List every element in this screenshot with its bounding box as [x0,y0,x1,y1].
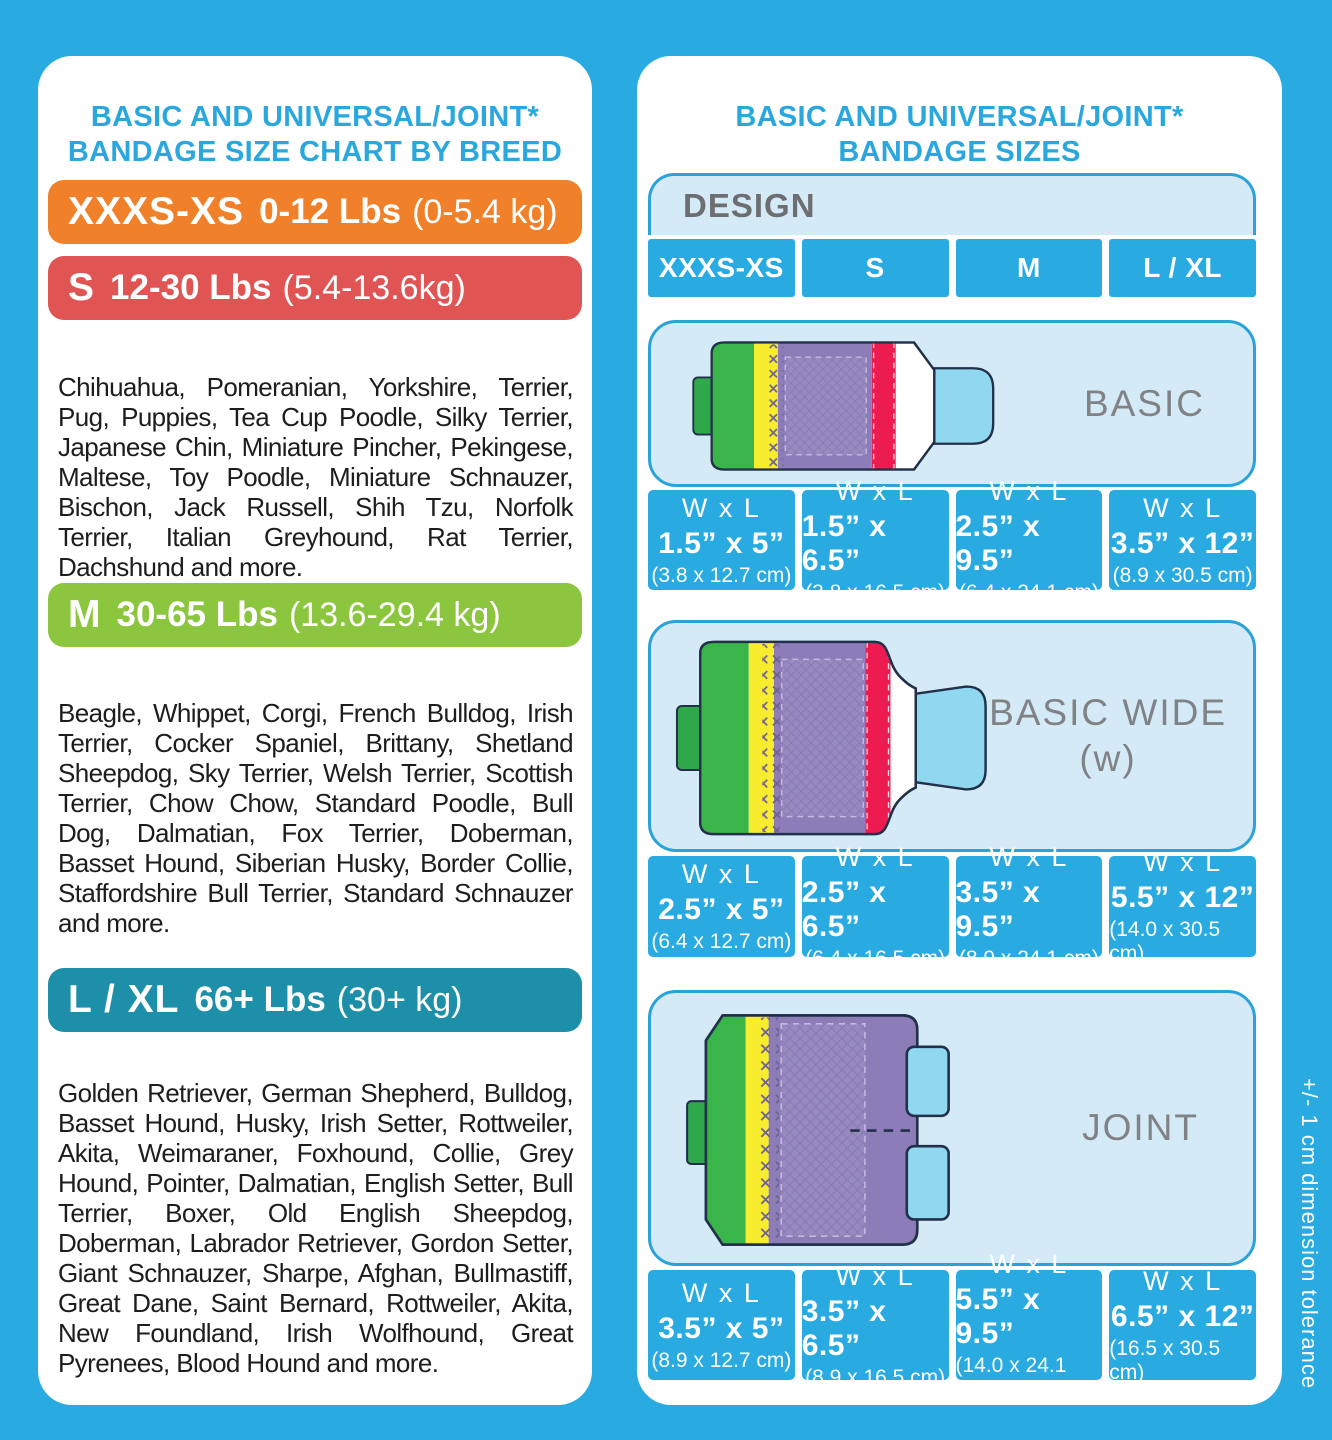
joint-label: JOINT [1082,1107,1199,1148]
basic-wide-size-row: W x L 2.5” x 5” (6.4 x 12.7 cm) W x L 2.… [648,842,1256,970]
size-code: S [68,266,96,309]
wxl-label: W x L [989,1248,1069,1279]
size-column-header-row: XXXS-XS S M L / XL [648,239,1256,297]
size-badge-m: M 30-65 Lbs (13.6-29.4 kg) [48,583,582,647]
wxl-label: W x L [1143,492,1223,523]
size-inches: 2.5” x 6.5” [801,876,887,943]
joint-bandage-illustration [686,1014,950,1246]
basic-wide-label-line2: (w) [1079,738,1137,779]
size-inches: 3.5” x 9.5” [955,876,1041,943]
size-kg: (0-5.4 kg) [412,192,558,231]
basic-wide-size-cell-xxxs-xs: W x L 2.5” x 5” (6.4 x 12.7 cm) [648,856,795,957]
wxl-label: W x L [835,475,915,506]
size-badge-xxxs-xs: XXXS-XS 0-12 Lbs (0-5.4 kg) [48,180,582,244]
size-inches: 5.5” x 9.5” [955,1282,1041,1350]
joint-section-box: JOINT [648,990,1256,1266]
size-inches: 2.5” x 9.5” [955,509,1041,577]
size-cm: (8.9 x 16.5 cm) [805,1365,946,1389]
dimension-tolerance-note: +/- 1 cm dimension tolerance [1297,1078,1322,1390]
wxl-label: W x L [681,1277,761,1308]
size-badge-s: S 12-30 Lbs (5.4-13.6kg) [48,256,582,320]
wxl-label: W x L [989,475,1069,506]
column-header-xxxs-xs: XXXS-XS [648,239,795,297]
size-kg: (13.6-29.4 kg) [288,595,501,634]
wxl-label: W x L [1143,1265,1223,1296]
size-cm: (8.9 x 12.7 cm) [651,1348,792,1372]
size-cm: (16.5 x 30.5 cm) [1109,1336,1221,1384]
size-cm: (3.8 x 16.5 cm) [805,580,946,604]
size-code: L / XL [68,978,180,1021]
basic-wide-label-line1: BASIC WIDE [989,692,1227,733]
size-lbs: 0-12 Lbs [259,192,402,231]
size-cm: (14.0 x 30.5 cm) [1109,918,1221,965]
basic-wide-bandage-illustration [675,640,987,836]
wxl-label: W x L [835,1260,915,1291]
breed-chart-panel: BASIC AND UNIVERSAL/JOINT* BANDAGE SIZE … [38,56,592,1405]
size-cm: (6.4 x 16.5 cm) [805,947,946,970]
column-header-s: S [801,239,949,297]
size-cm: (6.4 x 12.7 cm) [651,930,792,953]
size-inches: 1.5” x 6.5” [801,509,887,577]
size-inches: 3.5” x 5” [658,1311,785,1345]
size-kg: (30+ kg) [336,980,463,1019]
size-inches: 3.5” x 12” [1110,526,1255,560]
size-inches: 6.5” x 12” [1110,1299,1255,1333]
breed-list-m: Beagle, Whippet, Corgi, French Bulldog, … [58,698,574,938]
size-badge-l-xl: L / XL 66+ Lbs (30+ kg) [48,968,582,1032]
size-kg: (5.4-13.6kg) [282,268,466,307]
size-code: M [68,593,102,636]
basic-bandage-illustration [692,341,995,471]
size-inches: 2.5” x 5” [658,893,785,926]
design-table-header: DESIGN [648,173,1256,235]
column-header-m: M [955,239,1103,297]
basic-section-box: BASIC [648,320,1256,487]
basic-size-cell-s: W x L 1.5” x 6.5” (3.8 x 16.5 cm) [801,476,949,604]
basic-size-cell-xxxs-xs: W x L 1.5” x 5” (3.8 x 12.7 cm) [648,490,795,590]
basic-wide-section-box: BASIC WIDE (w) [648,620,1256,852]
wxl-label: W x L [681,492,761,523]
breed-chart-title-line2: BANDAGE SIZE CHART BY BREED [67,136,563,169]
joint-size-cell-l-xl: W x L 6.5” x 12” (16.5 x 30.5 cm) [1109,1266,1256,1384]
bandage-sizes-title: BASIC AND UNIVERSAL/JOINT* BANDAGE SIZES [637,100,1282,170]
size-lbs: 12-30 Lbs [110,268,272,307]
breed-list-s: Chihuahua, Pomeranian, Yorkshire, Terrie… [58,372,574,582]
size-cm: (6.4 x 24.1 cm) [958,580,1099,604]
size-lbs: 66+ Lbs [194,980,326,1019]
joint-size-cell-xxxs-xs: W x L 3.5” x 5” (8.9 x 12.7 cm) [648,1270,795,1380]
size-cm: (8.9 x 24.1 cm) [958,947,1099,970]
basic-size-row: W x L 1.5” x 5” (3.8 x 12.7 cm) W x L 1.… [648,476,1256,604]
breed-list-l-xl: Golden Retriever, German Shepherd, Bulld… [58,1078,574,1378]
size-inches: 3.5” x 6.5” [801,1294,887,1362]
wxl-label: W x L [835,842,915,872]
wxl-label: W x L [681,859,761,889]
wxl-label: W x L [1143,847,1223,877]
joint-size-row: W x L 3.5” x 5” (8.9 x 12.7 cm) W x L 3.… [648,1249,1256,1401]
bandage-sizes-title-line2: BANDAGE SIZES [838,136,1081,169]
joint-size-cell-s: W x L 3.5” x 6.5” (8.9 x 16.5 cm) [801,1261,949,1389]
joint-size-cell-m: W x L 5.5” x 9.5” (14.0 x 24.1 cm) [955,1249,1103,1401]
size-lbs: 30-65 Lbs [116,595,278,634]
basic-wide-size-cell-l-xl: W x L 5.5” x 12” (14.0 x 30.5 cm) [1109,847,1256,965]
basic-size-cell-m: W x L 2.5” x 9.5” (6.4 x 24.1 cm) [955,476,1103,604]
basic-wide-size-cell-s: W x L 2.5” x 6.5” (6.4 x 16.5 cm) [801,842,949,970]
basic-size-cell-l-xl: W x L 3.5” x 12” (8.9 x 30.5 cm) [1109,490,1256,590]
size-cm: (14.0 x 24.1 cm) [955,1353,1067,1401]
size-cm: (3.8 x 12.7 cm) [651,563,792,587]
bandage-sizes-title-line1: BASIC AND UNIVERSAL/JOINT* [735,101,1184,134]
basic-wide-label: BASIC WIDE (w) [989,690,1227,782]
size-cm: (8.9 x 30.5 cm) [1112,563,1253,587]
wxl-label: W x L [989,842,1069,872]
size-inches: 5.5” x 12” [1110,881,1255,914]
column-header-l-xl: L / XL [1109,239,1256,297]
size-code: XXXS-XS [68,190,245,233]
basic-label: BASIC [1083,382,1205,424]
breed-chart-title-line1: BASIC AND UNIVERSAL/JOINT* [90,101,540,134]
basic-wide-size-cell-m: W x L 3.5” x 9.5” (8.9 x 24.1 cm) [955,842,1103,970]
bandage-sizes-panel: BASIC AND UNIVERSAL/JOINT* BANDAGE SIZES… [637,56,1282,1405]
breed-chart-title: BASIC AND UNIVERSAL/JOINT* BANDAGE SIZE … [38,100,592,170]
size-inches: 1.5” x 5” [658,526,785,560]
